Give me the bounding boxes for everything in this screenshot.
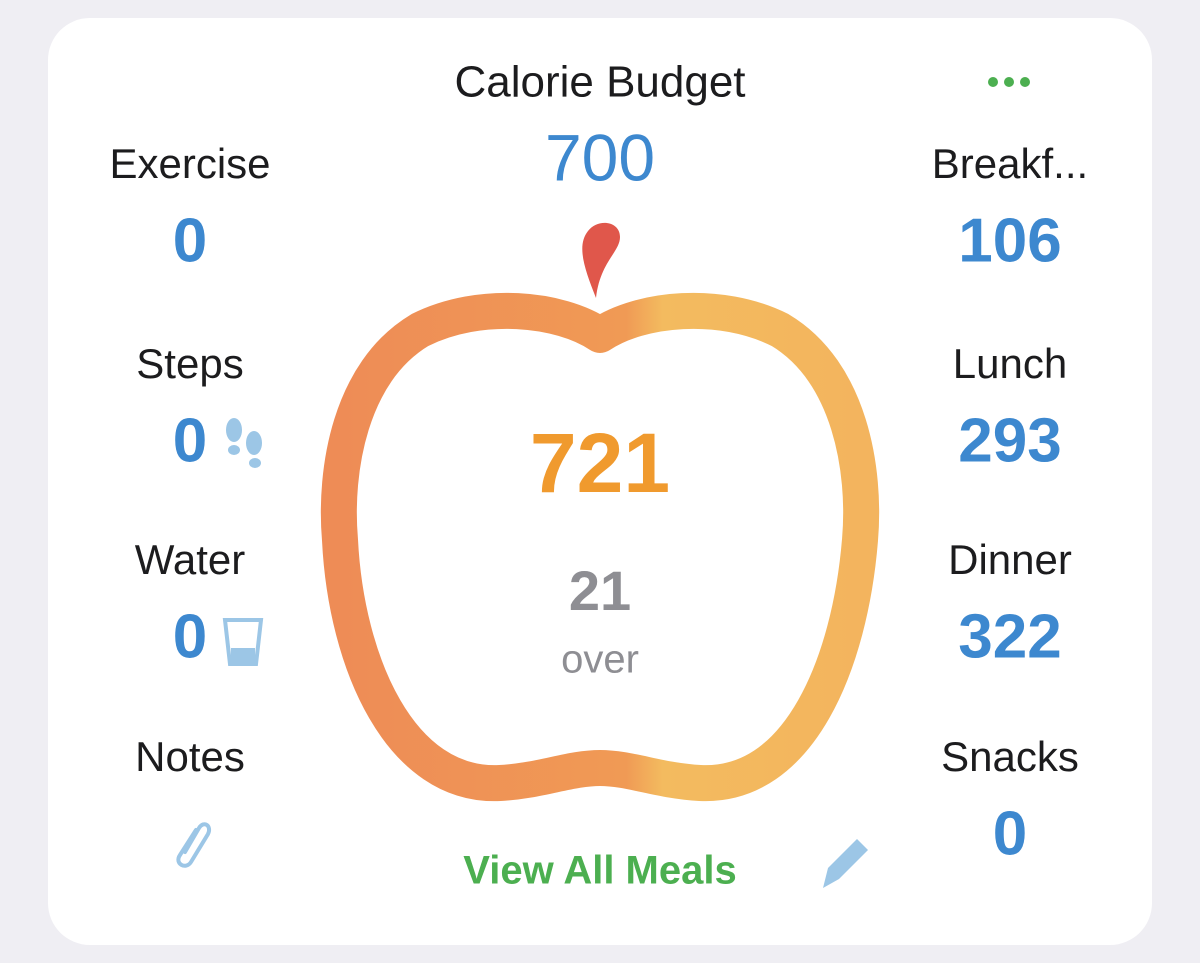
right-column: Breakf... 106 Lunch 293 Dinner 322 Snacks 0 bbox=[932, 140, 1088, 868]
difference: 21 bbox=[569, 559, 631, 622]
title: Calorie Budget bbox=[454, 58, 745, 107]
item-label: Dinner bbox=[948, 536, 1072, 583]
item-label: Lunch bbox=[953, 340, 1067, 387]
left-column: Exercise 0 Steps 0 Water 0 Notes bbox=[109, 140, 270, 780]
card bbox=[48, 18, 1152, 945]
status: over bbox=[561, 638, 639, 682]
steps-icon bbox=[226, 418, 262, 468]
more-button[interactable] bbox=[988, 77, 1030, 87]
water-icon bbox=[222, 618, 264, 666]
item-label: Water bbox=[135, 536, 245, 583]
item-label: Steps bbox=[136, 340, 243, 387]
view-all-meals[interactable]: View All Meals bbox=[463, 849, 736, 893]
notes-icon[interactable] bbox=[176, 822, 211, 868]
item-value: 0 bbox=[993, 799, 1027, 868]
item-label: Snacks bbox=[941, 733, 1079, 780]
item-label: Exercise bbox=[109, 140, 270, 187]
budget: 700 bbox=[545, 120, 655, 194]
item-label: Notes bbox=[135, 733, 245, 780]
item-value: 0 bbox=[173, 602, 207, 671]
item-value: 106 bbox=[958, 206, 1061, 275]
apple-stem bbox=[582, 222, 620, 298]
item-value: 0 bbox=[173, 206, 207, 275]
consumed: 721 bbox=[530, 416, 670, 510]
item-value: 293 bbox=[958, 406, 1061, 475]
item-label: Breakf... bbox=[932, 140, 1088, 187]
apple-ring bbox=[320, 292, 880, 802]
water-fill bbox=[231, 648, 255, 662]
item-value: 322 bbox=[958, 602, 1061, 671]
item-value: 0 bbox=[173, 406, 207, 475]
edit-icon[interactable] bbox=[823, 839, 868, 888]
